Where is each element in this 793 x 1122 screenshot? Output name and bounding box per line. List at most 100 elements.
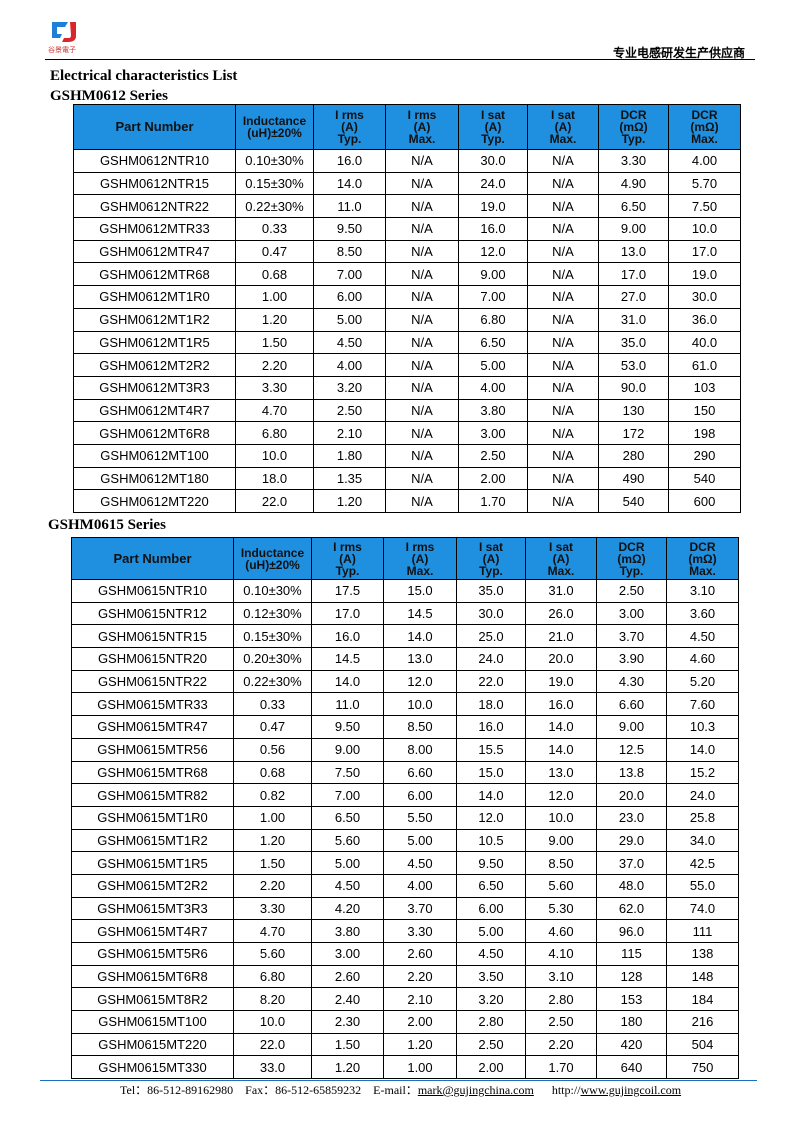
cell: 8.00 — [383, 737, 457, 762]
cell: 13.0 — [383, 647, 457, 671]
header-line: Max. — [691, 132, 718, 146]
cell: GSHM0615MT1R2 — [71, 828, 234, 853]
header-line: (mΩ) — [617, 551, 646, 566]
cell: 3.90 — [596, 647, 667, 671]
cell: 5.00 — [311, 851, 384, 875]
table-title: GSHM0615 Series — [48, 517, 166, 533]
cell: 148 — [666, 964, 739, 989]
cell: 22.0 — [235, 489, 314, 513]
cell: 34.0 — [666, 828, 739, 853]
data-row: GSHM0615MT3R3 3.30 4.20 3.70 6.00 5.30 62.0 74.… — [71, 896, 739, 921]
cell: 4.50 — [666, 624, 739, 649]
cell: N/A — [527, 239, 599, 264]
cell: 12.5 — [596, 737, 667, 762]
header-line: DCR — [691, 108, 718, 122]
cell: 4.50 — [311, 873, 384, 898]
cell: N/A — [527, 443, 599, 468]
cell: 11.0 — [313, 194, 386, 219]
cell: GSHM0615NTR20 — [71, 647, 234, 671]
cell: 10.0 — [233, 1010, 312, 1034]
cell: 20.0 — [596, 783, 667, 807]
cell: N/A — [527, 375, 599, 400]
cell: 4.60 — [525, 919, 597, 943]
cell: 0.33 — [233, 692, 312, 717]
cell: 4.60 — [666, 647, 739, 671]
cell: GSHM0612MT6R8 — [73, 421, 236, 445]
cell: GSHM0612NTR10 — [73, 149, 236, 173]
cell: 22.0 — [233, 1032, 312, 1057]
cell: 19.0 — [458, 194, 528, 219]
data-row: GSHM0615MT5R6 5.60 3.00 2.60 4.50 4.10 115 138 — [71, 942, 739, 966]
cell: 540 — [668, 466, 741, 491]
cell: 10.0 — [525, 805, 597, 830]
header-line: I rms — [333, 539, 362, 554]
cell: GSHM0615MT100 — [71, 1010, 234, 1034]
cell: 640 — [596, 1055, 667, 1080]
cell: 1.20 — [313, 489, 386, 513]
cell: GSHM0612MTR68 — [73, 262, 236, 287]
column-header: Inductance (uH)±20% — [235, 104, 314, 150]
data-row: GSHM0615NTR22 0.22±30% 14.0 12.0 22.0 19.0 4.3… — [71, 669, 739, 694]
cell: 2.10 — [383, 987, 457, 1012]
cell: 30.0 — [668, 285, 741, 309]
column-header: I sat (A) Max. — [525, 537, 597, 580]
cell: 2.50 — [458, 443, 528, 468]
cell: 5.60 — [233, 942, 312, 966]
cell: 2.40 — [311, 987, 384, 1012]
data-row: GSHM0612MTR47 0.47 8.50 N/A 12.0 N/A 13.0 17.0 — [73, 239, 741, 264]
cell: 0.12±30% — [233, 601, 312, 626]
cell: 16.0 — [525, 692, 597, 717]
cell: 5.00 — [456, 919, 526, 943]
cell: GSHM0615MT3R3 — [71, 896, 234, 921]
cell: 111 — [666, 919, 739, 943]
cell: 2.30 — [311, 1010, 384, 1034]
cell: N/A — [527, 262, 599, 287]
cell: 0.68 — [233, 760, 312, 785]
cell: GSHM0615MT4R7 — [71, 919, 234, 943]
cell: GSHM0612MT220 — [73, 489, 236, 513]
cell: 17.0 — [311, 601, 384, 626]
cell: 2.00 — [456, 1055, 526, 1080]
data-row: GSHM0615MT4R7 4.70 3.80 3.30 5.00 4.60 96.0 111 — [71, 919, 739, 943]
cell: 30.0 — [458, 149, 528, 173]
cell: 0.15±30% — [233, 624, 312, 649]
cell: 10.3 — [666, 715, 739, 739]
cell: 14.0 — [456, 783, 526, 807]
cell: 0.47 — [233, 715, 312, 739]
header-row: Part Number Inductance (uH)±20% I rms (A) Typ… — [73, 104, 741, 150]
cell: 33.0 — [233, 1055, 312, 1080]
cell: 540 — [598, 489, 669, 513]
data-row: GSHM0615MT1R0 1.00 6.50 5.50 12.0 10.0 23.0 25.… — [71, 805, 739, 830]
cell: 115 — [596, 942, 667, 966]
cell: 36.0 — [668, 307, 741, 332]
cell: 53.0 — [598, 353, 669, 377]
cell: 3.30 — [235, 375, 314, 400]
data-row: GSHM0612NTR10 0.10±30% 16.0 N/A 30.0 N/A 3.30 4… — [73, 149, 741, 173]
cell: 2.50 — [596, 579, 667, 603]
cell: 184 — [666, 987, 739, 1012]
web-label: http:// — [551, 1083, 581, 1097]
cell: 1.70 — [525, 1055, 597, 1080]
logo — [52, 22, 76, 42]
cell: 31.0 — [598, 307, 669, 332]
cell: 0.68 — [235, 262, 314, 287]
cell: GSHM0615NTR12 — [71, 601, 234, 626]
data-row: GSHM0615MT8R2 8.20 2.40 2.10 3.20 2.80 153 184 — [71, 987, 739, 1012]
cell: 18.0 — [235, 466, 314, 491]
cell: 2.50 — [456, 1032, 526, 1057]
web: www.gujingcoil.com — [580, 1083, 682, 1097]
cell: N/A — [385, 239, 459, 264]
cell: 3.10 — [525, 964, 597, 989]
cell: 1.35 — [313, 466, 386, 491]
cell: N/A — [527, 353, 599, 377]
cell: 14.0 — [525, 737, 597, 762]
cell: 0.82 — [233, 783, 312, 807]
logo-text: 谷景電子 — [48, 47, 76, 54]
cell: 6.00 — [456, 896, 526, 921]
cell: 3.30 — [233, 896, 312, 921]
data-row: GSHM0615NTR12 0.12±30% 17.0 14.5 30.0 26.0 3.0… — [71, 601, 739, 626]
cell: 12.0 — [458, 239, 528, 264]
cell: 4.00 — [313, 353, 386, 377]
column-header: Part Number — [73, 104, 236, 150]
cell: 3.70 — [383, 896, 457, 921]
